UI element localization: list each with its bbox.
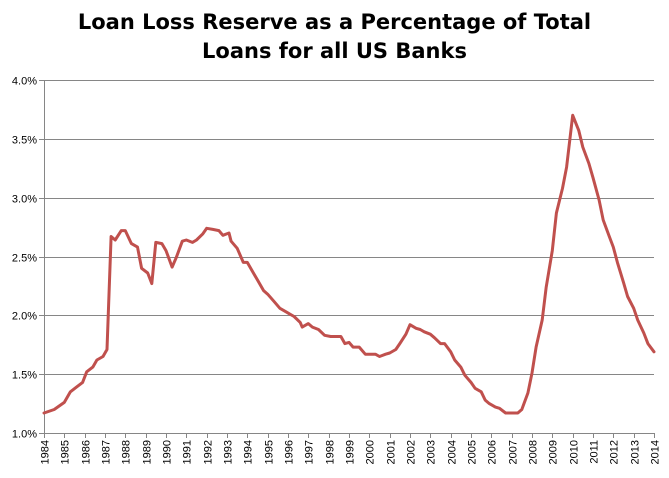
x-tick-label: 1995 xyxy=(264,440,276,464)
x-tick-label: 1999 xyxy=(345,440,357,464)
x-axis: 1984 1985 1986 1987 1988 1989 1990 1991 1992 1993… xyxy=(40,433,662,464)
x-tick-label: 2004 xyxy=(447,440,459,464)
x-tick-label: 2011 xyxy=(589,440,601,464)
x-tick-label: 1987 xyxy=(101,440,113,464)
y-tick-label: 2.5% xyxy=(12,253,37,265)
chart-title-line-2: Loans for all US Banks xyxy=(202,39,467,63)
gridlines xyxy=(44,80,654,375)
x-tick-label: 1996 xyxy=(284,440,296,464)
y-tick-label: 3.5% xyxy=(12,135,37,147)
x-tick-label: 2012 xyxy=(609,440,621,464)
y-tick-label: 1.0% xyxy=(12,429,37,441)
x-tick-label: 2000 xyxy=(365,440,377,464)
x-tick-label: 1989 xyxy=(142,440,154,464)
x-tick-label: 2010 xyxy=(569,440,581,464)
x-tick-label: 1998 xyxy=(325,440,337,464)
x-tick-label: 1993 xyxy=(223,440,235,464)
x-tick-label: 1997 xyxy=(304,440,316,464)
chart-title-line-1: Loan Loss Reserve as a Percentage of Tot… xyxy=(77,10,592,34)
x-tick-label: 1984 xyxy=(40,440,52,464)
x-tick-label: 1994 xyxy=(243,440,255,464)
x-tick-label: 1985 xyxy=(60,440,72,464)
x-tick-label: 2014 xyxy=(650,440,662,464)
y-tick-label: 3.0% xyxy=(12,194,37,206)
x-tick-label: 1992 xyxy=(203,440,215,464)
x-tick-label: 2001 xyxy=(386,440,398,464)
x-tick-label: 1991 xyxy=(182,440,194,464)
x-tick-label: 2002 xyxy=(406,440,418,464)
x-tick-label: 2013 xyxy=(630,440,642,464)
y-tick-label: 4.0% xyxy=(12,76,37,88)
x-tick-label: 1986 xyxy=(81,440,93,464)
x-tick-label: 1990 xyxy=(162,440,174,464)
x-tick-label: 1988 xyxy=(121,440,133,464)
chart-title: Loan Loss Reserve as a Percentage of Tot… xyxy=(0,8,669,66)
data-line-loan-loss-reserve xyxy=(42,113,656,415)
y-tick-label: 1.5% xyxy=(12,370,37,382)
x-tick-label: 2006 xyxy=(487,440,499,464)
x-tick-label: 2003 xyxy=(426,440,438,464)
x-tick-label: 2005 xyxy=(467,440,479,464)
y-tick-label: 2.0% xyxy=(12,311,37,323)
x-tick-label: 2009 xyxy=(548,440,560,464)
x-tick-label: 2008 xyxy=(528,440,540,464)
y-axis: 1.0% 1.5% 2.0% 2.5% 3.0% 3.5% 4.0% xyxy=(12,76,45,441)
x-tick-label: 2007 xyxy=(508,440,520,464)
